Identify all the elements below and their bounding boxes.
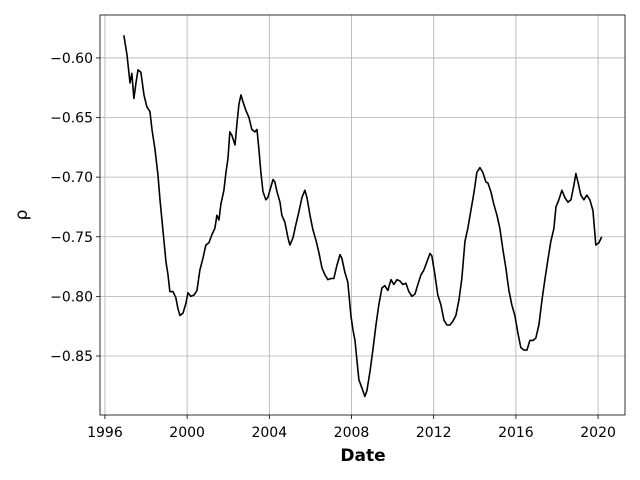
y-tick-label: −0.60 bbox=[50, 51, 93, 67]
x-axis-label: Date bbox=[340, 446, 385, 466]
data-line bbox=[123, 35, 603, 398]
y-tick-label: −0.65 bbox=[50, 111, 93, 127]
x-tick-label: 2004 bbox=[251, 425, 287, 441]
x-tick-label: 2020 bbox=[580, 425, 616, 441]
x-tick-label: 1996 bbox=[87, 425, 123, 441]
y-tick-label: −0.85 bbox=[50, 349, 93, 365]
x-tick-label: 2012 bbox=[416, 425, 452, 441]
y-tick-label: −0.80 bbox=[50, 289, 93, 305]
x-tick-label: 2000 bbox=[169, 425, 205, 441]
x-tick-label: 2008 bbox=[334, 425, 370, 441]
x-tick-label: 2016 bbox=[498, 425, 534, 441]
y-tick-label: −0.70 bbox=[50, 170, 93, 186]
plot-frame bbox=[99, 14, 626, 416]
y-tick-label: −0.75 bbox=[50, 230, 93, 246]
y-axis-label: ρ bbox=[12, 210, 32, 221]
